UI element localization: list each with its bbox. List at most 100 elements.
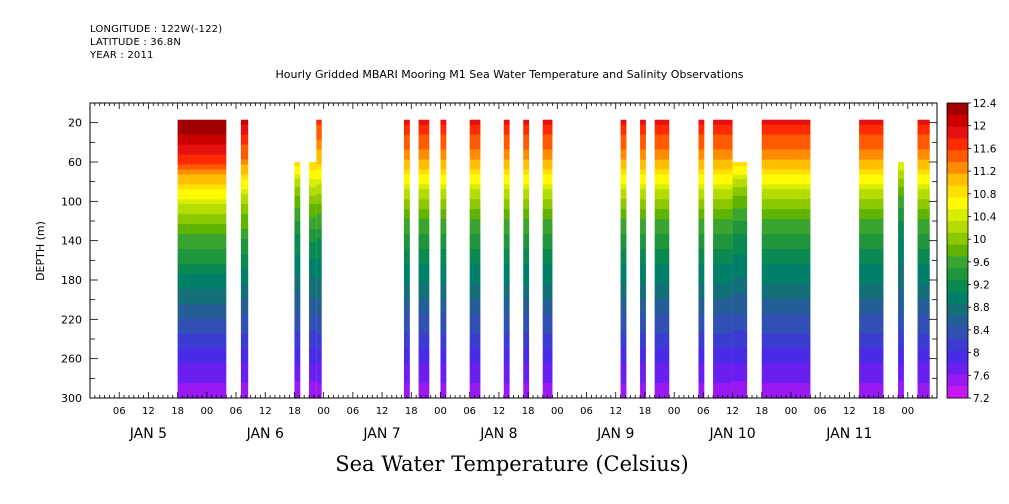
data-cell — [503, 388, 510, 394]
data-cell — [523, 308, 530, 315]
y-tick-label: 180 — [61, 274, 82, 287]
data-cell — [403, 358, 410, 364]
data-segment — [469, 119, 481, 399]
data-cell — [654, 318, 670, 325]
data-cell — [177, 253, 227, 260]
data-cell — [761, 134, 811, 141]
data-cell — [713, 328, 733, 334]
data-cell — [309, 267, 317, 273]
data-cell — [898, 284, 904, 290]
data-cell — [294, 250, 301, 256]
data-cell — [898, 246, 904, 252]
data-cell — [469, 154, 481, 161]
data-cell — [713, 343, 733, 349]
data-cell — [898, 216, 904, 222]
data-cell — [240, 184, 249, 190]
data-cell — [403, 308, 410, 315]
data-cell — [542, 144, 553, 151]
data-cell — [440, 328, 447, 334]
colorbar-swatch — [947, 150, 968, 163]
data-cell — [418, 293, 430, 300]
data-cell — [713, 298, 733, 305]
data-cell — [240, 328, 249, 334]
data-cell — [316, 119, 322, 126]
data-cell — [418, 219, 430, 225]
data-cell — [640, 179, 646, 185]
data-cell — [240, 194, 249, 200]
data-cell — [732, 267, 748, 273]
data-cell — [316, 283, 322, 290]
data-cell — [640, 144, 646, 151]
data-cell — [542, 184, 553, 190]
data-cell — [403, 139, 410, 146]
x-day-label: JAN 8 — [479, 426, 517, 442]
data-cell — [503, 273, 510, 280]
data-cell — [713, 144, 733, 151]
data-cell — [309, 275, 317, 281]
data-cell — [917, 343, 930, 349]
data-cell — [917, 348, 930, 354]
data-cell — [898, 280, 904, 285]
data-cell — [654, 368, 670, 374]
data-cell — [418, 164, 430, 171]
data-cell — [698, 149, 705, 156]
data-cell — [503, 184, 510, 190]
data-cell — [620, 323, 627, 330]
data-cell — [240, 139, 249, 146]
data-cell — [469, 209, 481, 215]
data-cell — [898, 162, 904, 167]
data-cell — [294, 381, 301, 386]
data-cell — [713, 363, 733, 369]
data-cell — [859, 388, 884, 394]
data-cell — [542, 224, 553, 230]
colorbar-label: 8 — [973, 348, 980, 360]
data-cell — [523, 278, 530, 285]
data-cell — [761, 313, 811, 320]
data-cell — [859, 318, 884, 325]
data-cell — [542, 363, 553, 369]
data-cell — [640, 243, 646, 250]
data-cell — [418, 224, 430, 230]
data-cell — [713, 238, 733, 245]
data-cell — [654, 388, 670, 394]
data-cell — [177, 318, 227, 325]
data-cell — [640, 209, 646, 215]
data-cell — [542, 189, 553, 195]
data-cell — [309, 174, 317, 180]
data-cell — [898, 237, 904, 243]
data-cell — [859, 184, 884, 190]
data-cell — [640, 189, 646, 195]
data-cell — [859, 139, 884, 146]
data-cell — [294, 229, 301, 235]
data-cell — [240, 293, 249, 300]
data-cell — [309, 334, 317, 340]
data-cell — [469, 194, 481, 200]
data-cell — [403, 154, 410, 161]
data-cell — [654, 229, 670, 235]
data-cell — [309, 254, 317, 260]
data-cell — [859, 348, 884, 354]
data-cell — [761, 358, 811, 364]
data-cell — [917, 248, 930, 255]
data-cell — [440, 268, 447, 275]
data-cell — [177, 328, 227, 334]
data-cell — [713, 368, 733, 374]
data-cell — [859, 149, 884, 156]
data-cell — [240, 204, 249, 210]
data-cell — [917, 303, 930, 310]
data-cell — [523, 333, 530, 339]
data-cell — [917, 318, 930, 325]
data-cell — [240, 368, 249, 374]
data-cell — [713, 378, 733, 384]
data-cell — [403, 323, 410, 330]
data-cell — [654, 313, 670, 320]
data-cell — [654, 358, 670, 364]
data-cell — [761, 258, 811, 265]
y-tick-label: 60 — [68, 156, 82, 169]
data-cell — [177, 378, 227, 384]
data-cell — [418, 273, 430, 280]
data-cell — [542, 348, 553, 354]
data-cell — [316, 209, 322, 215]
data-cell — [523, 169, 530, 175]
data-cell — [620, 189, 627, 195]
